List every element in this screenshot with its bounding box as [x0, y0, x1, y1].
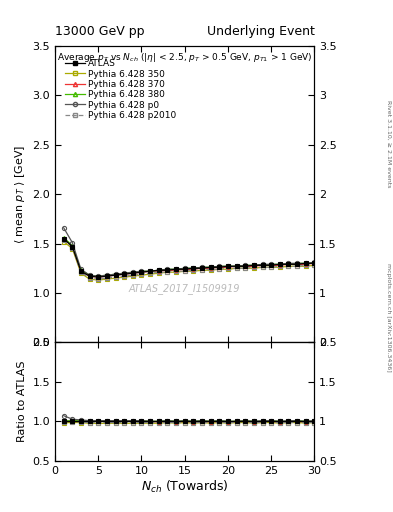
Legend: ATLAS, Pythia 6.428 350, Pythia 6.428 370, Pythia 6.428 380, Pythia 6.428 p0, Py: ATLAS, Pythia 6.428 350, Pythia 6.428 37… [62, 56, 179, 123]
Text: Average $p_T$ vs $N_{ch}$ ($|\eta|$ < 2.5, $p_T$ > 0.5 GeV, $p_{T1}$ > 1 GeV): Average $p_T$ vs $N_{ch}$ ($|\eta|$ < 2.… [57, 51, 312, 63]
Text: Underlying Event: Underlying Event [207, 26, 314, 38]
Text: mcplots.cern.ch [arXiv:1306.3436]: mcplots.cern.ch [arXiv:1306.3436] [386, 263, 391, 372]
X-axis label: $N_{ch}$ (Towards): $N_{ch}$ (Towards) [141, 478, 228, 495]
Y-axis label: $\langle$ mean $p_T$ $\rangle$ [GeV]: $\langle$ mean $p_T$ $\rangle$ [GeV] [13, 144, 27, 244]
Text: Rivet 3.1.10, ≥ 2.1M events: Rivet 3.1.10, ≥ 2.1M events [386, 100, 391, 187]
Text: ATLAS_2017_I1509919: ATLAS_2017_I1509919 [129, 284, 241, 294]
Text: 13000 GeV pp: 13000 GeV pp [55, 26, 145, 38]
Y-axis label: Ratio to ATLAS: Ratio to ATLAS [17, 361, 27, 442]
